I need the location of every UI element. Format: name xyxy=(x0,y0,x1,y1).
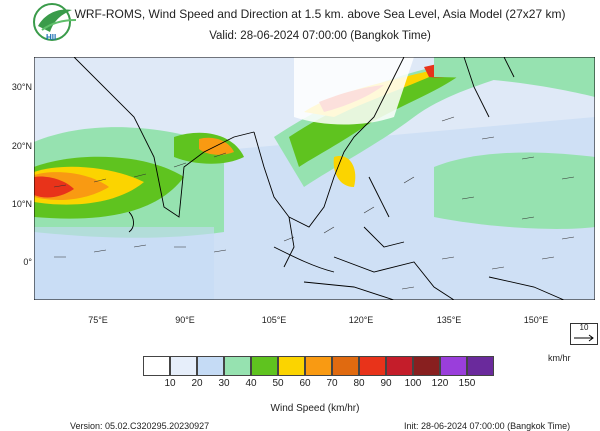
arrow-icon xyxy=(574,334,594,342)
lon-label: 105°E xyxy=(261,315,287,325)
color-swatch xyxy=(359,356,386,376)
colorbar-tick: 60 xyxy=(299,378,311,389)
colorbar-tick: 100 xyxy=(404,378,422,389)
color-swatch xyxy=(386,356,413,376)
lon-label: 90°E xyxy=(175,315,195,325)
colorbar-tick: 10 xyxy=(164,378,176,389)
color-swatch xyxy=(197,356,224,376)
colorbar-tick: 40 xyxy=(245,378,257,389)
color-swatch xyxy=(251,356,278,376)
lat-label: 30°N xyxy=(11,82,32,92)
reference-vector-box xyxy=(570,323,598,345)
colorbar-tick: 80 xyxy=(353,378,365,389)
hii-logo: HII xyxy=(33,3,77,42)
color-swatch xyxy=(305,356,332,376)
colorbar-title: Wind Speed (km/hr) xyxy=(270,403,360,414)
color-swatch xyxy=(143,356,170,376)
init-time: Init: 28-06-2024 07:00:00 (Bangkok Time) xyxy=(404,421,571,431)
colorbar-tick: 150 xyxy=(458,378,476,389)
colorbar-tick: 50 xyxy=(272,378,284,389)
colorbar-tick: 30 xyxy=(218,378,230,389)
colorbar-tick: 90 xyxy=(380,378,392,389)
color-swatch xyxy=(332,356,359,376)
colorbar-tick: 120 xyxy=(431,378,449,389)
lon-label: 150°E xyxy=(523,315,549,325)
logo-text: HII xyxy=(46,33,56,42)
wind-map xyxy=(34,57,595,300)
reference-vector-label: 10 xyxy=(579,323,589,332)
color-swatch xyxy=(440,356,467,376)
color-swatch xyxy=(170,356,197,376)
page-title: WRF-ROMS, Wind Speed and Direction at 1.… xyxy=(74,7,566,21)
colorbar-tick: 20 xyxy=(191,378,203,389)
reference-vector-unit: km/hr xyxy=(548,353,571,363)
color-swatch xyxy=(467,356,494,376)
lon-label: 120°E xyxy=(348,315,374,325)
lat-label: 10°N xyxy=(11,199,32,209)
lat-label: 0° xyxy=(23,257,32,267)
lon-label: 75°E xyxy=(88,315,108,325)
valid-time: Valid: 28-06-2024 07:00:00 (Bangkok Time… xyxy=(209,30,431,42)
color-swatch xyxy=(224,356,251,376)
color-swatch xyxy=(413,356,440,376)
color-swatch xyxy=(278,356,305,376)
colorbar-tick: 70 xyxy=(326,378,338,389)
version-text: Version: 05.02.C320295.20230927 xyxy=(70,421,210,431)
lat-label: 20°N xyxy=(11,141,32,151)
lon-label: 135°E xyxy=(436,315,462,325)
